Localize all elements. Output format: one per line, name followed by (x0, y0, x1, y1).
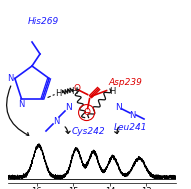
Text: H: H (71, 87, 77, 95)
Text: N: N (53, 116, 59, 125)
Text: Asp239: Asp239 (108, 78, 142, 87)
Text: N: N (115, 102, 121, 112)
Text: Leu241: Leu241 (114, 122, 147, 132)
Text: Cys242: Cys242 (72, 126, 106, 136)
Text: −: − (83, 108, 91, 118)
Text: N: N (65, 102, 71, 112)
Text: N: N (129, 111, 135, 119)
Text: O: O (73, 84, 80, 93)
Text: H: H (109, 87, 115, 95)
Text: His269: His269 (28, 16, 59, 26)
Text: H: H (55, 89, 62, 98)
Text: N: N (18, 100, 25, 108)
Text: O: O (83, 108, 90, 117)
Text: N: N (7, 74, 14, 83)
